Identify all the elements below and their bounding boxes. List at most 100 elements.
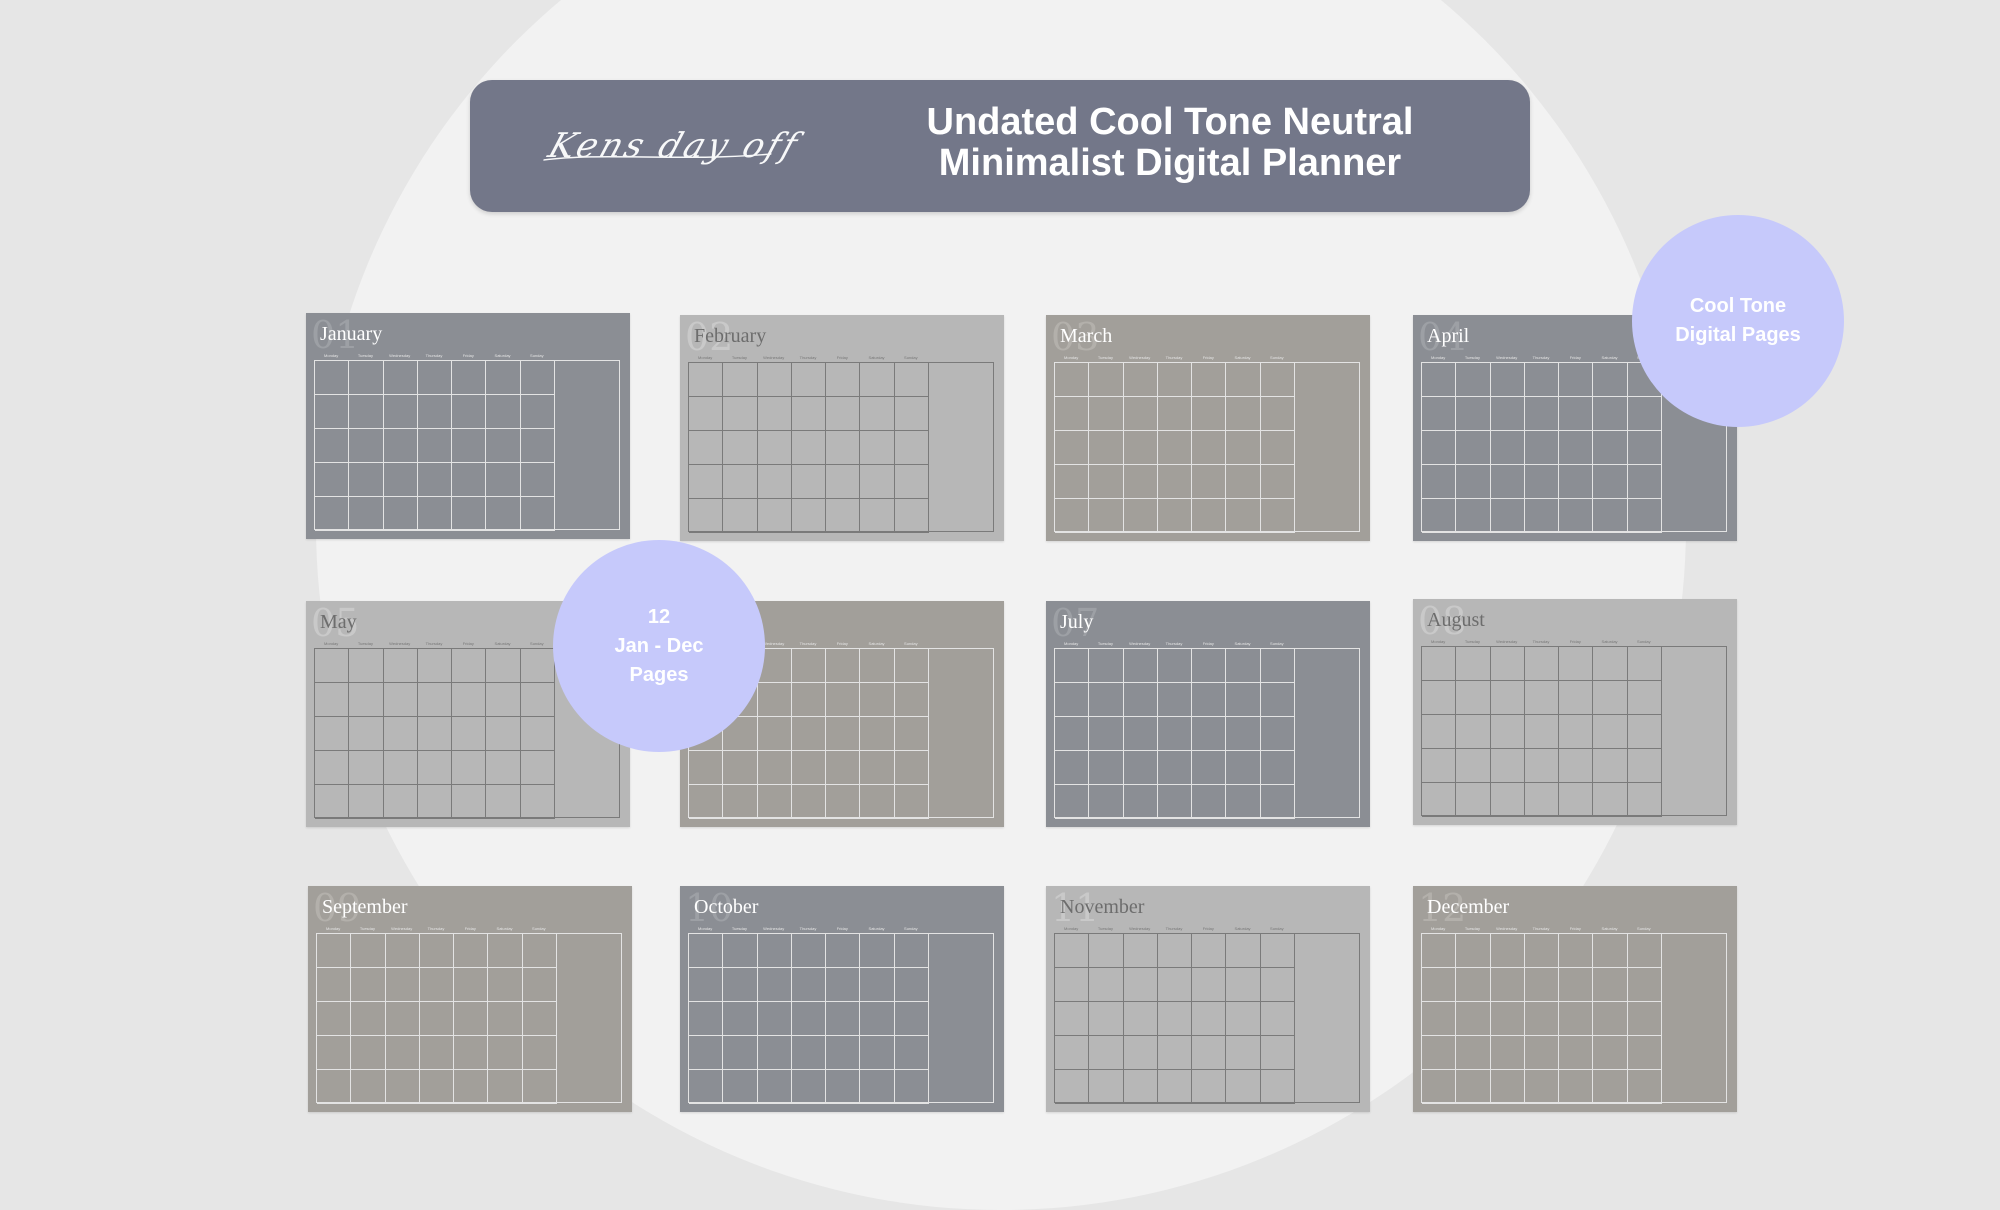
day-cell[interactable] [1593,431,1628,465]
day-cell[interactable] [1627,783,1662,817]
day-cell[interactable] [488,1070,523,1104]
day-cell[interactable] [1490,647,1525,681]
day-cell[interactable] [1490,783,1525,817]
day-cell[interactable] [1422,431,1457,465]
day-cell[interactable] [1089,1070,1124,1104]
day-cell[interactable] [1456,934,1491,968]
month-card-april[interactable]: 04 April Monday Tuesday Wednesday Thursday Fri… [1413,315,1737,541]
day-cell[interactable] [1422,1070,1457,1104]
day-cell[interactable] [757,1036,792,1070]
day-cell[interactable] [315,683,350,717]
day-cell[interactable] [1089,968,1124,1002]
day-cell[interactable] [1055,1070,1090,1104]
day-cell[interactable] [1593,681,1628,715]
day-cell[interactable] [419,1070,455,1104]
day-cell[interactable] [1157,785,1193,819]
day-cell[interactable] [723,717,758,751]
day-cell[interactable] [522,1036,557,1070]
day-cell[interactable] [1524,968,1560,1002]
day-cell[interactable] [791,431,827,465]
day-cell[interactable] [757,751,792,785]
day-cell[interactable] [1593,715,1628,749]
day-cell[interactable] [1593,499,1628,533]
day-cell[interactable] [1422,397,1457,431]
day-cell[interactable] [1157,431,1193,465]
day-cell[interactable] [1490,715,1525,749]
day-cell[interactable] [1260,499,1295,533]
day-cell[interactable] [417,751,453,785]
day-cell[interactable] [1524,1070,1560,1104]
day-cell[interactable] [723,1002,758,1036]
day-cell[interactable] [1157,717,1193,751]
day-cell[interactable] [488,968,523,1002]
day-cell[interactable] [1089,1036,1124,1070]
day-cell[interactable] [522,1070,557,1104]
day-cell[interactable] [1490,749,1525,783]
day-cell[interactable] [860,649,895,683]
day-cell[interactable] [383,361,418,395]
day-cell[interactable] [1559,968,1594,1002]
month-card-october[interactable]: 10 October Monday Tuesday Wednesday Thursday F… [680,886,1004,1112]
day-cell[interactable] [417,497,453,531]
day-cell[interactable] [860,1070,895,1104]
day-cell[interactable] [1226,968,1261,1002]
day-cell[interactable] [1226,397,1261,431]
day-cell[interactable] [1627,1002,1662,1036]
day-cell[interactable] [791,683,827,717]
day-cell[interactable] [894,968,929,1002]
day-cell[interactable] [1422,715,1457,749]
day-cell[interactable] [417,395,453,429]
day-cell[interactable] [452,361,487,395]
day-cell[interactable] [1226,465,1261,499]
month-card-july[interactable]: 07 July Monday Tuesday Wednesday Thursday Frid… [1046,601,1370,827]
day-cell[interactable] [385,1002,420,1036]
day-cell[interactable] [757,785,792,819]
day-cell[interactable] [1123,968,1158,1002]
day-cell[interactable] [454,1002,489,1036]
day-cell[interactable] [1089,751,1124,785]
day-cell[interactable] [689,465,724,499]
day-cell[interactable] [1192,649,1227,683]
day-cell[interactable] [1089,785,1124,819]
day-cell[interactable] [349,395,384,429]
day-cell[interactable] [1055,431,1090,465]
day-cell[interactable] [1055,1036,1090,1070]
day-cell[interactable] [791,1002,827,1036]
day-cell[interactable] [1089,499,1124,533]
day-cell[interactable] [1192,499,1227,533]
day-cell[interactable] [1089,1002,1124,1036]
day-cell[interactable] [315,751,350,785]
day-cell[interactable] [757,363,792,397]
day-cell[interactable] [1226,751,1261,785]
day-cell[interactable] [689,717,724,751]
day-cell[interactable] [723,363,758,397]
day-cell[interactable] [452,683,487,717]
day-cell[interactable] [1055,465,1090,499]
day-cell[interactable] [1559,749,1594,783]
day-cell[interactable] [1559,934,1594,968]
day-cell[interactable] [1089,649,1124,683]
day-cell[interactable] [1593,749,1628,783]
day-cell[interactable] [1422,1002,1457,1036]
day-cell[interactable] [351,1070,386,1104]
day-cell[interactable] [894,363,929,397]
day-cell[interactable] [1490,363,1525,397]
day-cell[interactable] [1157,363,1193,397]
day-cell[interactable] [1422,783,1457,817]
day-cell[interactable] [1559,431,1594,465]
day-cell[interactable] [1456,431,1491,465]
day-cell[interactable] [1490,1070,1525,1104]
day-cell[interactable] [349,361,384,395]
day-cell[interactable] [1559,647,1594,681]
day-cell[interactable] [1456,647,1491,681]
day-cell[interactable] [1524,1036,1560,1070]
day-cell[interactable] [1490,1002,1525,1036]
month-card-february[interactable]: 02 February Monday Tuesday Wednesday Thursday… [680,315,1004,541]
day-cell[interactable] [1157,649,1193,683]
day-cell[interactable] [757,465,792,499]
day-cell[interactable] [488,1036,523,1070]
day-cell[interactable] [1422,1036,1457,1070]
day-cell[interactable] [1192,1070,1227,1104]
day-cell[interactable] [317,1036,352,1070]
day-cell[interactable] [1593,783,1628,817]
